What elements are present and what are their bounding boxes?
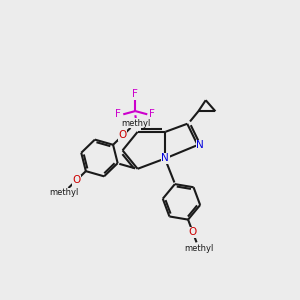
Text: F: F [115, 109, 121, 119]
Text: N: N [161, 153, 169, 164]
Text: O: O [189, 227, 197, 237]
Text: methyl: methyl [121, 118, 150, 127]
Text: methyl: methyl [184, 244, 214, 253]
Text: methyl: methyl [49, 188, 78, 197]
Text: O: O [72, 176, 80, 185]
Text: F: F [132, 89, 138, 99]
Text: O: O [118, 130, 127, 140]
Text: F: F [149, 109, 155, 119]
Text: N: N [196, 140, 204, 150]
